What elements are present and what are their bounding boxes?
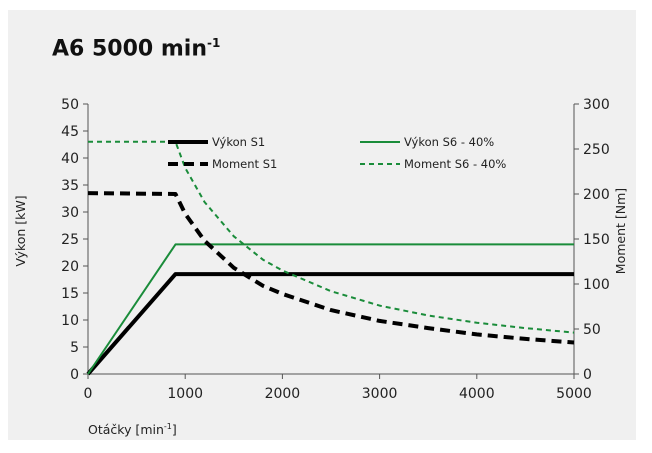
y-right-tick-label: 250 bbox=[583, 142, 610, 158]
x-tick-label: 1000 bbox=[167, 386, 203, 402]
y-right-tick-label: 0 bbox=[583, 367, 592, 383]
x-tick-label: 3000 bbox=[362, 386, 398, 402]
y-left-tick-label: 30 bbox=[61, 205, 79, 221]
y-left-tick-label: 45 bbox=[61, 124, 79, 140]
legend-label-2: Výkon S6 - 40% bbox=[404, 135, 494, 149]
y-right-tick-label: 200 bbox=[583, 187, 610, 203]
series-line-1 bbox=[86, 272, 574, 376]
y-left-tick-label: 15 bbox=[61, 286, 79, 302]
series-line-3 bbox=[87, 191, 575, 345]
x-tick-label: 4000 bbox=[459, 386, 495, 402]
y-left-tick-label: 35 bbox=[61, 178, 79, 194]
y-left-tick-label: 10 bbox=[61, 313, 79, 329]
series-layer bbox=[86, 140, 575, 376]
legend-label-1: Výkon S1 bbox=[212, 135, 265, 149]
legend-label-3: Moment S1 bbox=[212, 157, 277, 171]
x-tick-label: 5000 bbox=[556, 386, 592, 402]
series-line-4 bbox=[88, 140, 575, 334]
y-left-tick-label: 5 bbox=[70, 340, 79, 356]
series-line-2 bbox=[87, 243, 574, 375]
y-left-tick-label: 25 bbox=[61, 232, 79, 248]
y-left-tick-label: 0 bbox=[70, 367, 79, 383]
y-axis-left-label: Výkon [kW] bbox=[13, 195, 28, 266]
x-tick-label: 2000 bbox=[265, 386, 301, 402]
y-axis-right-label: Moment [Nm] bbox=[613, 188, 628, 274]
y-right-tick-label: 150 bbox=[583, 232, 610, 248]
x-tick-label: 0 bbox=[84, 386, 93, 402]
y-left-tick-label: 40 bbox=[61, 151, 79, 167]
chart-title: A6 5000 min-1 bbox=[52, 36, 221, 62]
y-left-tick-label: 20 bbox=[61, 259, 79, 275]
y-left-tick-label: 50 bbox=[61, 97, 79, 113]
legend-label-4: Moment S6 - 40% bbox=[404, 157, 506, 171]
y-right-tick-label: 100 bbox=[583, 277, 610, 293]
y-right-tick-label: 50 bbox=[583, 322, 601, 338]
legend-layer: Výkon S1 Výkon S6 - 40% Moment S1 Moment S6… bbox=[168, 135, 506, 171]
x-axis-label: Otáčky [min-1] bbox=[88, 422, 177, 438]
chart-panel: A6 5000 min-1 0 5 10 15 20 25 30 35 40 45 50 0 50 100… bbox=[8, 10, 636, 440]
y-right-tick-label: 300 bbox=[583, 97, 610, 113]
